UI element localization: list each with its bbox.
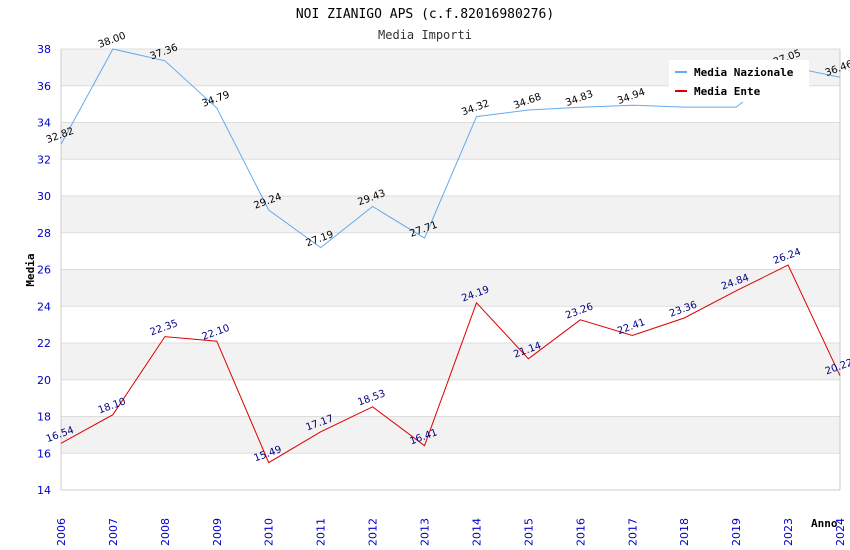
data-label: 34.94 bbox=[616, 87, 647, 107]
series-line-media-nazionale bbox=[60, 48, 841, 249]
y-tick-label: 36 bbox=[37, 80, 51, 93]
x-tick-label: 2012 bbox=[367, 518, 380, 546]
data-label: 34.83 bbox=[564, 89, 595, 109]
data-label: 22.10 bbox=[201, 323, 232, 343]
y-axis-label: Media bbox=[24, 253, 37, 286]
data-label: 34.68 bbox=[512, 92, 543, 112]
x-tick-label: 2007 bbox=[107, 518, 120, 546]
y-tick-label: 30 bbox=[37, 190, 51, 203]
y-tick-label: 38 bbox=[37, 43, 51, 56]
x-tick-label: 2015 bbox=[522, 518, 535, 546]
data-label: 22.41 bbox=[616, 317, 647, 337]
x-tick-label: 2017 bbox=[626, 518, 639, 546]
y-tick-label: 22 bbox=[37, 337, 51, 350]
data-label: 38.00 bbox=[97, 31, 128, 51]
grid-band bbox=[61, 416, 840, 454]
x-tick-label: 2009 bbox=[211, 518, 224, 546]
y-axis-ticks: 14 16 18 20 22 24 26 28 30 32 34 36 38 bbox=[37, 43, 51, 497]
x-tick-label: 2011 bbox=[315, 518, 328, 546]
x-axis-label: Anno bbox=[811, 517, 838, 530]
y-tick-label: 16 bbox=[37, 447, 51, 460]
y-tick-label: 26 bbox=[37, 264, 51, 277]
chart-title: NOI ZIANIGO APS (c.f.82016980276) bbox=[296, 7, 554, 22]
x-tick-label: 2014 bbox=[470, 518, 483, 546]
series-lines bbox=[60, 48, 841, 464]
legend-label: Media Ente bbox=[694, 85, 761, 98]
legend-label: Media Nazionale bbox=[694, 66, 794, 79]
y-tick-label: 14 bbox=[37, 484, 51, 497]
chart-subtitle: Media Importi bbox=[378, 28, 472, 42]
grid-bands bbox=[61, 49, 840, 454]
legend-box bbox=[669, 60, 809, 102]
grid-band bbox=[61, 269, 840, 307]
data-label: 26.24 bbox=[772, 247, 803, 267]
plot-frame bbox=[60, 49, 841, 491]
x-axis-ticks: 2006 2007 2008 2009 2010 2011 2012 2013 2014 2015… bbox=[55, 518, 847, 546]
legend: Media Nazionale Media Ente bbox=[669, 60, 809, 102]
y-tick-label: 18 bbox=[37, 411, 51, 424]
x-tick-label: 2013 bbox=[419, 518, 432, 546]
x-tick-label: 2018 bbox=[678, 518, 691, 546]
grid-band bbox=[61, 196, 840, 233]
grid-band bbox=[61, 122, 840, 160]
data-label: 22.35 bbox=[149, 318, 180, 338]
y-tick-label: 32 bbox=[37, 153, 51, 166]
x-tick-label: 2008 bbox=[159, 518, 172, 546]
y-tick-label: 28 bbox=[37, 227, 51, 240]
grid-lines bbox=[61, 48, 840, 491]
x-tick-label: 2016 bbox=[574, 518, 587, 546]
x-tick-label: 2006 bbox=[55, 518, 68, 546]
data-label: 18.10 bbox=[97, 396, 128, 416]
x-tick-label: 2010 bbox=[263, 518, 276, 546]
data-label: 18.53 bbox=[356, 388, 387, 408]
y-tick-label: 20 bbox=[37, 374, 51, 387]
x-tick-label: 2019 bbox=[730, 518, 743, 546]
y-tick-label: 34 bbox=[37, 117, 51, 130]
x-tick-label: 2023 bbox=[782, 518, 795, 546]
y-tick-label: 24 bbox=[37, 300, 51, 313]
x-tick-label: 2024 bbox=[834, 518, 847, 546]
series-line-media-ente bbox=[60, 264, 841, 464]
